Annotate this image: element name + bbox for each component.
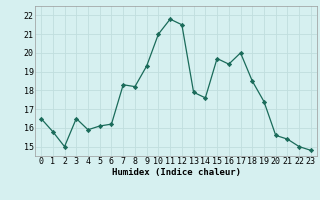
X-axis label: Humidex (Indice chaleur): Humidex (Indice chaleur) [111,168,241,177]
